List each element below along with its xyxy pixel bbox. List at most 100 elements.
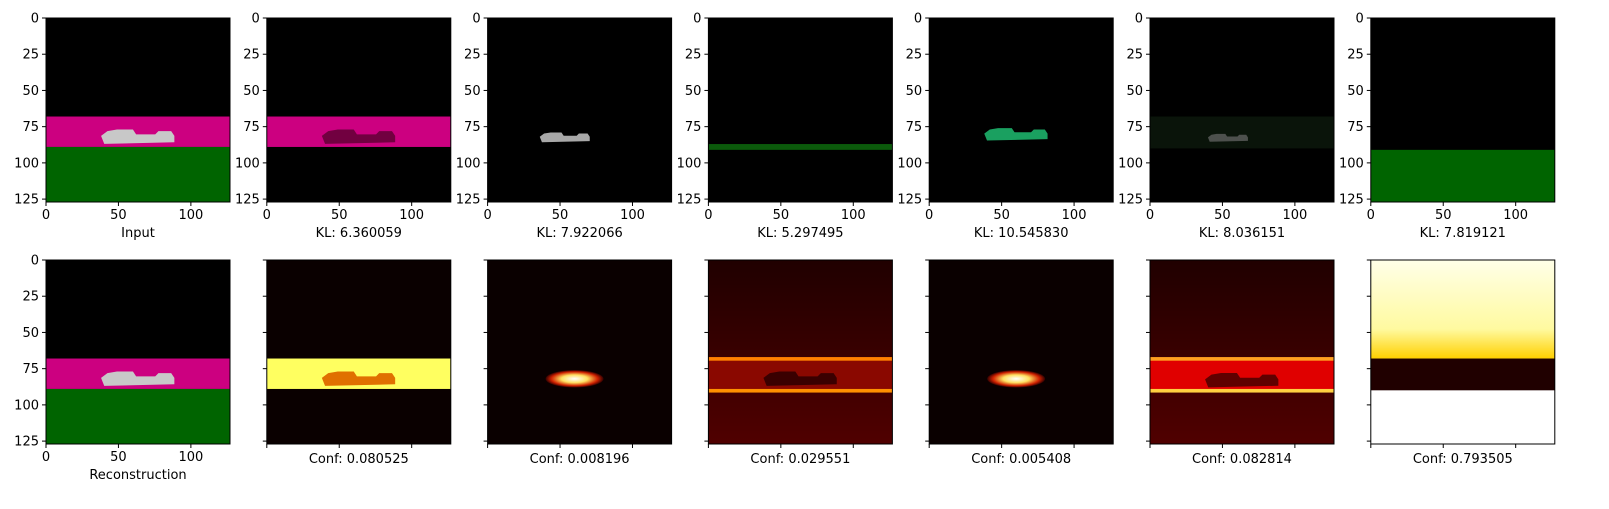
y-tick-label: 0 bbox=[693, 12, 701, 27]
y-tick-label: 0 bbox=[1356, 12, 1364, 27]
y-tick-label: 75 bbox=[906, 120, 923, 135]
panel-slot3-recon: 0 50 100 0 25 50 75 100 125 KL: 5.297495 bbox=[677, 12, 893, 242]
y-tick-label: 125 bbox=[1118, 193, 1143, 208]
panel-caption: Conf: 0.029551 bbox=[750, 452, 850, 467]
road-band-mask bbox=[1371, 359, 1555, 391]
background bbox=[267, 260, 451, 444]
panel-caption: Conf: 0.793505 bbox=[1413, 452, 1513, 467]
x-tick-label: 50 bbox=[773, 208, 790, 223]
panel-image bbox=[46, 260, 230, 444]
y-tick-label: 50 bbox=[243, 84, 260, 99]
road-band-mask bbox=[708, 359, 892, 391]
x-tick-label: 100 bbox=[841, 208, 866, 223]
y-tick-label: 25 bbox=[22, 290, 39, 305]
panel-caption: KL: 10.545830 bbox=[974, 226, 1069, 241]
y-tick-label: 100 bbox=[677, 156, 702, 171]
panel-caption: Input bbox=[121, 226, 155, 241]
y-tick-label: 125 bbox=[14, 435, 39, 450]
panel-slot2-recon: 0 50 100 0 25 50 75 100 125 KL: 7.922066 bbox=[456, 12, 672, 242]
band-top-edge bbox=[708, 357, 892, 361]
x-tick-label: 100 bbox=[399, 208, 424, 223]
y-tick-label: 75 bbox=[22, 362, 39, 377]
car-mask bbox=[987, 370, 1045, 387]
y-tick-label: 75 bbox=[1126, 120, 1143, 135]
ground-region bbox=[46, 147, 230, 202]
background bbox=[267, 18, 451, 202]
x-tick-label: 0 bbox=[42, 450, 50, 465]
y-tick-label: 100 bbox=[456, 156, 481, 171]
panel-image bbox=[708, 18, 892, 202]
panel-image bbox=[1371, 18, 1555, 202]
x-tick-label: 50 bbox=[331, 208, 348, 223]
y-tick-label: 25 bbox=[464, 48, 481, 63]
y-tick-label: 0 bbox=[31, 254, 39, 269]
y-tick-label: 100 bbox=[14, 156, 39, 171]
y-tick-label: 125 bbox=[897, 193, 922, 208]
y-tick-label: 25 bbox=[1347, 48, 1364, 63]
panel-image bbox=[267, 260, 451, 444]
panel-slot1-mask: Conf: 0.080525 bbox=[263, 260, 451, 467]
y-tick-label: 75 bbox=[243, 120, 260, 135]
panel-caption: Conf: 0.082814 bbox=[1192, 452, 1292, 467]
y-tick-label: 0 bbox=[31, 12, 39, 27]
band-bottom-edge bbox=[708, 389, 892, 393]
x-tick-label: 50 bbox=[110, 450, 127, 465]
panel-caption: Conf: 0.080525 bbox=[309, 452, 409, 467]
panel-slot1-recon: 0 50 1000255075100125KL: 6.360059 bbox=[235, 12, 451, 242]
ground-region bbox=[46, 389, 230, 444]
panel-image bbox=[267, 18, 451, 202]
y-tick-label: 50 bbox=[464, 84, 481, 99]
panel-caption: Conf: 0.008196 bbox=[530, 452, 630, 467]
y-tick-label: 125 bbox=[235, 193, 260, 208]
panel-image bbox=[929, 260, 1113, 444]
y-tick-label: 25 bbox=[1126, 48, 1143, 63]
panel-slot6-mask: Conf: 0.793505 bbox=[1367, 260, 1555, 467]
y-tick-label: 0 bbox=[914, 12, 922, 27]
y-tick-label: 125 bbox=[14, 193, 39, 208]
ground-region bbox=[1371, 150, 1555, 202]
panel-slot3-mask: Conf: 0.029551 bbox=[704, 260, 892, 467]
panel-slot2-mask: Conf: 0.008196 bbox=[484, 260, 672, 467]
x-tick-label: 0 bbox=[704, 208, 712, 223]
y-tick-label: 50 bbox=[685, 84, 702, 99]
x-tick-label: 50 bbox=[1435, 208, 1452, 223]
panel-image bbox=[488, 260, 672, 444]
background bbox=[929, 260, 1113, 444]
panel-caption: KL: 6.360059 bbox=[316, 226, 402, 241]
y-tick-label: 0 bbox=[472, 12, 480, 27]
panel-caption: KL: 8.036151 bbox=[1199, 226, 1285, 241]
x-tick-label: 100 bbox=[178, 208, 203, 223]
horizon-line bbox=[708, 144, 892, 150]
background bbox=[708, 18, 892, 202]
panel-image bbox=[1150, 260, 1334, 444]
y-tick-label: 100 bbox=[14, 398, 39, 413]
faint-band bbox=[1150, 117, 1334, 149]
y-tick-label: 50 bbox=[1126, 84, 1143, 99]
panel-slot4-recon: 0 50 100 0 25 50 75 100 125 KL: 10.545830 bbox=[897, 12, 1113, 242]
background bbox=[1150, 260, 1334, 444]
y-tick-label: 50 bbox=[22, 326, 39, 341]
ground-mask bbox=[1371, 390, 1555, 444]
panel-image bbox=[1150, 18, 1334, 202]
x-tick-label: 50 bbox=[993, 208, 1010, 223]
y-tick-label: 0 bbox=[252, 12, 260, 27]
panel-image bbox=[929, 18, 1113, 202]
y-tick-label: 25 bbox=[243, 48, 260, 63]
x-tick-label: 0 bbox=[925, 208, 933, 223]
y-tick-label: 50 bbox=[1347, 84, 1364, 99]
background bbox=[488, 18, 672, 202]
background bbox=[929, 18, 1113, 202]
x-tick-label: 0 bbox=[483, 208, 491, 223]
panel-slot6-recon: 0 50 1000255075100125KL: 7.819121 bbox=[1339, 12, 1555, 242]
y-tick-label: 75 bbox=[22, 120, 39, 135]
panel-caption: KL: 7.819121 bbox=[1420, 226, 1506, 241]
panel-input: 0 50 100 0 25 50 75 100 125 Input bbox=[14, 12, 230, 242]
y-tick-label: 125 bbox=[456, 193, 481, 208]
y-tick-label: 100 bbox=[235, 156, 260, 171]
x-tick-label: 50 bbox=[552, 208, 569, 223]
panel-caption: Reconstruction bbox=[89, 468, 186, 483]
y-tick-label: 75 bbox=[685, 120, 702, 135]
panel-image bbox=[488, 18, 672, 202]
panel-caption: Conf: 0.005408 bbox=[971, 452, 1071, 467]
